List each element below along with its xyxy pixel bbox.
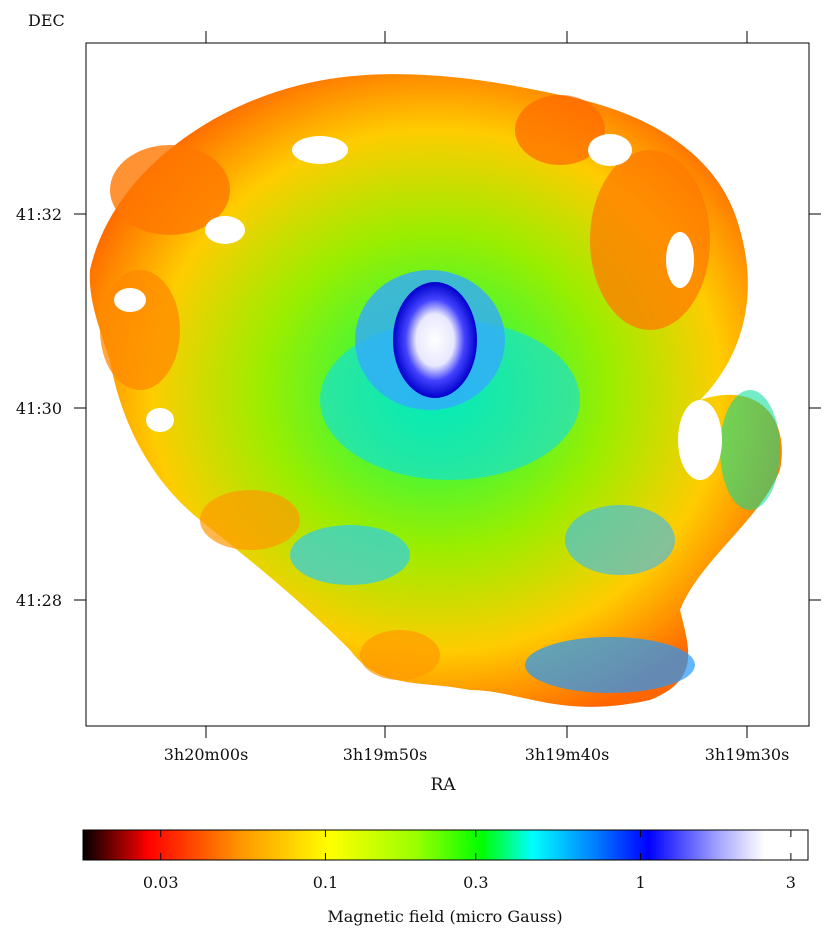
heatmap-image: [89, 74, 782, 707]
x-tick-label: 3h19m50s: [343, 745, 428, 764]
outer-patch: [200, 490, 300, 550]
colorbar-tick-label: 1: [635, 873, 645, 892]
cyan-band: [525, 637, 695, 693]
colorbar: [82, 829, 809, 861]
colorbar-tick-label: 0.1: [313, 873, 338, 892]
x-tick-label: 3h20m00s: [164, 745, 249, 764]
outer-patch: [590, 150, 710, 330]
colorbar-label: Magnetic field (micro Gauss): [327, 907, 562, 926]
no-data-hole: [146, 408, 174, 432]
cyan-band: [290, 525, 410, 585]
y-tick-label: 41:30: [16, 399, 62, 418]
outer-patch: [360, 630, 440, 680]
y-axis-label: DEC: [28, 11, 65, 30]
x-tick-label: 3h19m30s: [705, 745, 790, 764]
colorbar-tick-label: 3: [786, 873, 796, 892]
x-tick-label: 3h19m40s: [525, 745, 610, 764]
colorbar-ticks: 0.03 0.1 0.3 1 3: [143, 830, 796, 892]
cyan-band: [565, 505, 675, 575]
no-data-hole: [588, 134, 632, 166]
y-tick-label: 41:32: [16, 205, 62, 224]
no-data-hole: [292, 136, 348, 164]
outer-patch: [515, 95, 605, 165]
cyan-band: [720, 390, 780, 510]
colorbar-tick-label: 0.03: [143, 873, 179, 892]
y-tick-label: 41:28: [16, 591, 62, 610]
axis-ticks: [74, 31, 821, 738]
no-data-hole: [205, 216, 245, 244]
outer-patch: [100, 270, 180, 390]
no-data-hole: [666, 232, 694, 288]
colorbar-tick-label: 0.3: [463, 873, 488, 892]
x-axis-label: RA: [430, 775, 456, 795]
galaxy-core: [393, 282, 477, 398]
outer-patch: [110, 145, 230, 235]
no-data-hole: [678, 400, 722, 480]
no-data-hole: [114, 288, 146, 312]
